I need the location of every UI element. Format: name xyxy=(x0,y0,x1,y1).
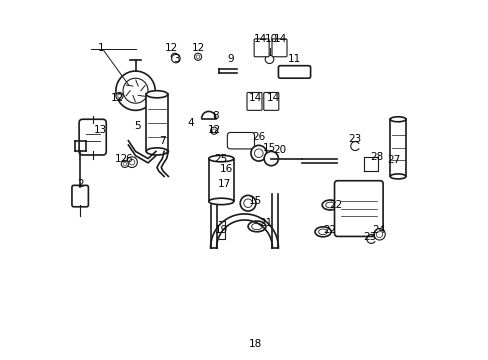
FancyBboxPatch shape xyxy=(263,93,278,111)
Circle shape xyxy=(210,127,217,134)
FancyBboxPatch shape xyxy=(227,132,254,149)
Circle shape xyxy=(116,93,123,100)
Bar xyxy=(389,119,405,176)
Text: 10: 10 xyxy=(264,34,277,44)
Ellipse shape xyxy=(376,231,382,238)
FancyBboxPatch shape xyxy=(246,93,262,111)
Text: 14: 14 xyxy=(266,93,279,103)
Text: 2: 2 xyxy=(77,179,83,189)
Text: 3: 3 xyxy=(173,54,180,64)
Ellipse shape xyxy=(251,223,262,230)
Ellipse shape xyxy=(322,200,338,210)
Text: 1: 1 xyxy=(98,43,105,53)
Circle shape xyxy=(121,160,128,167)
FancyBboxPatch shape xyxy=(334,181,382,237)
Text: 22: 22 xyxy=(323,225,336,235)
FancyBboxPatch shape xyxy=(254,39,268,57)
Text: 24: 24 xyxy=(371,225,384,235)
Text: 12: 12 xyxy=(111,93,124,103)
Ellipse shape xyxy=(373,229,385,240)
Ellipse shape xyxy=(247,221,265,232)
Circle shape xyxy=(171,54,180,63)
Text: 20: 20 xyxy=(273,145,286,155)
Text: 21: 21 xyxy=(259,218,272,228)
Text: 14: 14 xyxy=(273,34,286,44)
Circle shape xyxy=(264,152,278,166)
Ellipse shape xyxy=(389,174,405,179)
Ellipse shape xyxy=(325,202,334,208)
Text: 15: 15 xyxy=(248,197,261,206)
Text: 14: 14 xyxy=(248,93,261,103)
Text: 25: 25 xyxy=(214,154,227,163)
Text: 22: 22 xyxy=(328,200,342,210)
Ellipse shape xyxy=(318,229,327,235)
Text: 14: 14 xyxy=(253,34,266,44)
Ellipse shape xyxy=(208,156,233,162)
Circle shape xyxy=(194,53,201,60)
Circle shape xyxy=(126,157,137,167)
Text: 19: 19 xyxy=(214,225,227,235)
Text: 9: 9 xyxy=(226,54,233,64)
FancyBboxPatch shape xyxy=(278,66,310,78)
Text: 5: 5 xyxy=(134,121,141,131)
Text: 23: 23 xyxy=(362,232,375,242)
Circle shape xyxy=(171,53,178,60)
Bar xyxy=(146,94,167,152)
FancyBboxPatch shape xyxy=(271,39,286,57)
Circle shape xyxy=(250,145,266,161)
Text: 26: 26 xyxy=(252,132,265,142)
Text: 12: 12 xyxy=(191,43,204,53)
Circle shape xyxy=(264,55,273,64)
Bar xyxy=(208,158,233,202)
Ellipse shape xyxy=(146,91,167,98)
FancyBboxPatch shape xyxy=(72,185,88,207)
Ellipse shape xyxy=(208,198,233,204)
Text: 27: 27 xyxy=(386,156,400,165)
Text: 12: 12 xyxy=(114,154,128,163)
Text: 17: 17 xyxy=(218,179,231,189)
Text: 28: 28 xyxy=(369,152,383,162)
Ellipse shape xyxy=(389,117,405,122)
Text: 4: 4 xyxy=(187,118,194,128)
Text: 6: 6 xyxy=(125,154,131,163)
Text: 13: 13 xyxy=(94,125,107,135)
Text: 18: 18 xyxy=(248,339,261,349)
Text: 7: 7 xyxy=(159,136,165,146)
Text: 12: 12 xyxy=(207,125,220,135)
Ellipse shape xyxy=(146,148,167,155)
Text: 15: 15 xyxy=(263,143,276,153)
FancyBboxPatch shape xyxy=(79,119,106,155)
Text: 12: 12 xyxy=(164,43,178,53)
Text: 8: 8 xyxy=(212,111,219,121)
Ellipse shape xyxy=(314,227,330,237)
Text: 16: 16 xyxy=(220,164,233,174)
Circle shape xyxy=(116,71,155,111)
Text: 23: 23 xyxy=(347,134,361,144)
Circle shape xyxy=(240,195,255,211)
Text: 11: 11 xyxy=(287,54,301,64)
